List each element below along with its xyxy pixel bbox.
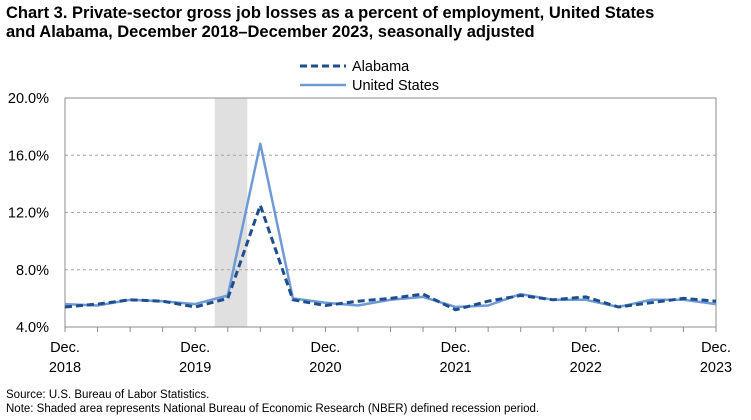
y-tick-label: 12.0% xyxy=(8,206,49,222)
shading-note: Note: Shaded area represents National Bu… xyxy=(6,403,540,415)
x-tick-label-month: Dec. xyxy=(310,340,340,356)
x-tick-label-month: Dec. xyxy=(50,340,80,356)
series-line-united-states xyxy=(64,142,717,309)
legend-label: Alabama xyxy=(352,59,410,75)
x-tick-label-month: Dec. xyxy=(441,340,471,356)
y-tick-label: 4.0% xyxy=(16,320,49,336)
x-tick-label-month: Dec. xyxy=(180,340,210,356)
chart-title-line-1: Chart 3. Private-sector gross job losses… xyxy=(6,4,655,22)
chart-footer: Source: U.S. Bureau of Labor Statistics.… xyxy=(6,388,539,416)
x-tick-label-year: 2022 xyxy=(570,360,602,376)
series-line-alabama xyxy=(64,203,717,312)
x-tick-label-month: Dec. xyxy=(571,340,601,356)
chart-title-line-2: and Alabama, December 2018–December 2023… xyxy=(6,23,535,41)
x-tick-label-year: 2018 xyxy=(49,360,81,376)
y-tick-label: 16.0% xyxy=(8,148,49,164)
y-tick-label: 8.0% xyxy=(16,263,49,279)
x-tick-label-year: 2021 xyxy=(439,360,471,376)
x-tick-label-year: 2020 xyxy=(309,360,341,376)
x-tick-label-month: Dec. xyxy=(701,340,731,356)
legend-label: United States xyxy=(352,78,439,94)
y-tick-label: 20.0% xyxy=(8,91,49,107)
chart-title: Chart 3. Private-sector gross job losses… xyxy=(6,4,746,42)
x-tick-label-year: 2019 xyxy=(179,360,211,376)
x-tick-label-year: 2023 xyxy=(700,360,732,376)
source-note: Source: U.S. Bureau of Labor Statistics. xyxy=(6,389,210,401)
